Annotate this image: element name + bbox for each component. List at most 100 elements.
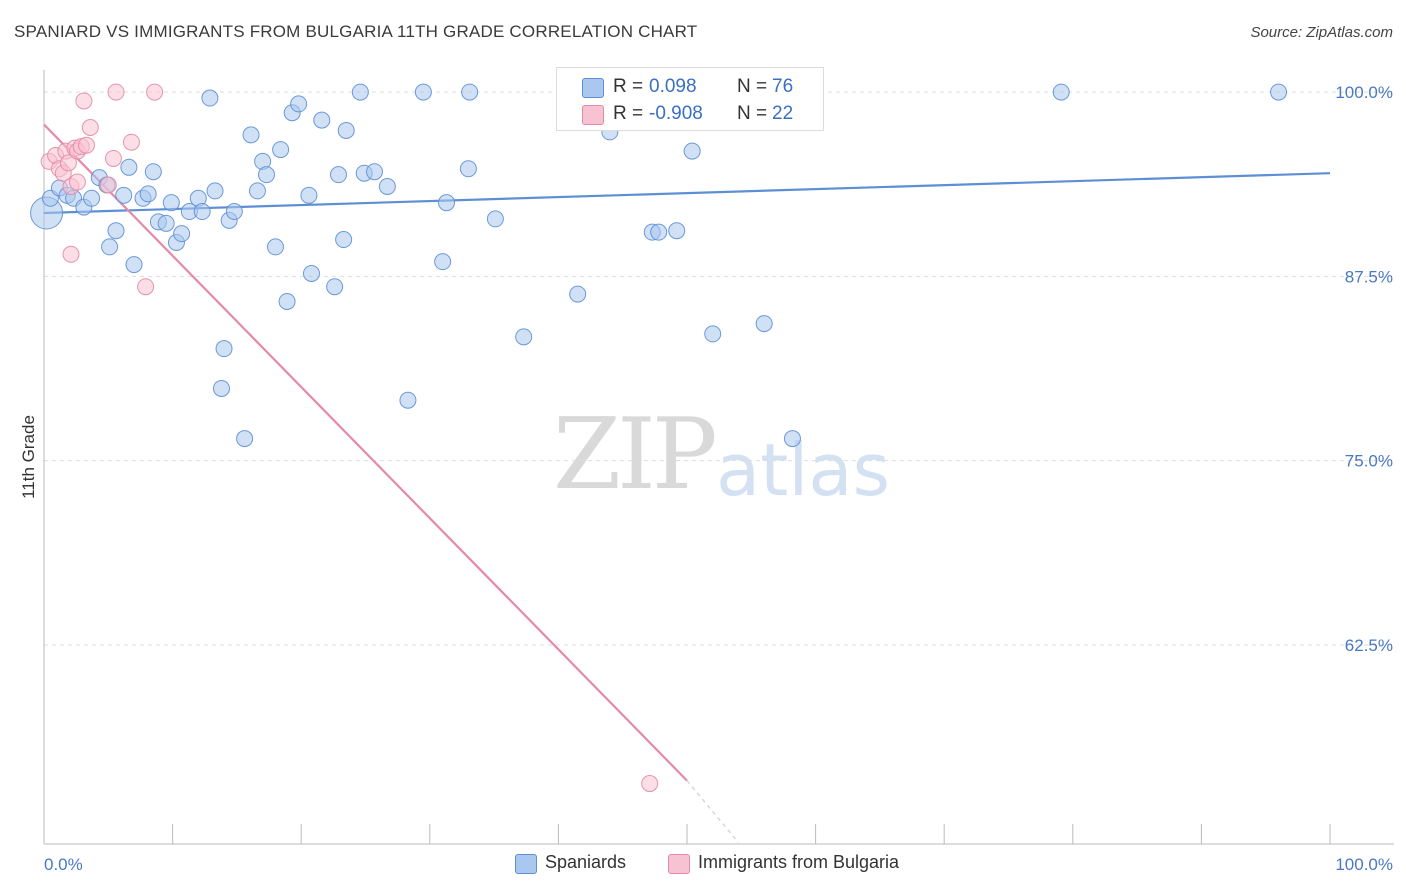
spaniard-point (459, 160, 477, 178)
spaniard-point (414, 83, 432, 101)
spaniard-point (278, 292, 296, 310)
spaniard-point (515, 328, 533, 346)
spaniard-point (266, 238, 284, 256)
r-value: -0.908 (649, 103, 703, 124)
spaniard-point (326, 278, 344, 296)
spaniard-point (157, 214, 175, 232)
bulgaria-point (137, 278, 155, 296)
spaniard-point (139, 185, 157, 203)
spaniard-point (337, 121, 355, 139)
spaniard-point (201, 89, 219, 107)
spaniard-point (206, 182, 224, 200)
bulgaria-point (104, 149, 122, 167)
legend-swatch-spaniards (582, 78, 604, 98)
spaniard-point (313, 111, 331, 129)
y-tick-label: 62.5% (1345, 636, 1393, 655)
legend-label-spaniards: Spaniards (545, 852, 627, 872)
spaniard-point (107, 222, 125, 240)
legend-label-bulgaria: Immigrants from Bulgaria (698, 852, 900, 872)
y-axis-label: 11th Grade (19, 415, 38, 499)
spaniard-point (162, 194, 180, 212)
spaniard-point (378, 177, 396, 195)
spaniard-point (125, 256, 143, 274)
spaniard-point (650, 223, 668, 241)
n-value: 76 (772, 76, 794, 97)
spaniard-point (257, 166, 275, 184)
spaniard-point (248, 182, 266, 200)
x-tick-label: 100.0% (1335, 855, 1393, 874)
legend-swatch-bulgaria (668, 854, 690, 874)
bulgaria-trend-line (43, 123, 688, 782)
spaniard-point (366, 163, 384, 181)
spaniard-point (351, 83, 369, 101)
spaniard-point (212, 379, 230, 397)
spaniard-point (302, 264, 320, 282)
spaniard-point (120, 158, 138, 176)
axis-labels: 62.5% 75.0% 87.5% 100.0% 0.0% 100.0% 11th Grad… (19, 83, 1393, 874)
trend-lines (43, 123, 1331, 844)
bulgaria-point (146, 83, 164, 101)
spaniard-point (272, 141, 290, 159)
spaniard-point (755, 315, 773, 333)
watermark-zip: ZIP (553, 398, 718, 512)
spaniard-trend-line (43, 172, 1331, 215)
axes (43, 70, 1394, 845)
chart-title: SPANIARD VS IMMIGRANTS FROM BULGARIA 11T… (14, 22, 698, 41)
n-value: 22 (772, 103, 794, 124)
spaniard-point (399, 391, 417, 409)
bulgaria-point (122, 133, 140, 151)
r-value: 0.098 (649, 76, 697, 97)
spaniard-point (335, 231, 353, 249)
bulgaria-point (68, 173, 86, 191)
spaniard-point (668, 222, 686, 240)
spaniard-point (438, 194, 456, 212)
spaniard-point (783, 430, 801, 448)
stats-legend: R = 0.098 N = 76 R = -0.908 N = 22 (556, 67, 824, 131)
spaniard-point (1270, 83, 1288, 101)
spaniard-point (569, 285, 587, 303)
spaniard-point (225, 203, 243, 221)
bulgaria-trend-extension (686, 780, 740, 844)
spaniard-point (83, 189, 101, 207)
r-label: R = (613, 76, 644, 97)
spaniard-point (704, 325, 722, 343)
spaniard-point (115, 186, 133, 204)
data-points (30, 83, 1288, 793)
bulgaria-point (81, 118, 99, 136)
y-tick-label: 87.5% (1345, 267, 1393, 286)
spaniard-point (290, 95, 308, 113)
legend-swatch-spaniards (515, 854, 537, 874)
spaniard-point (1052, 83, 1070, 101)
spaniard-point (173, 225, 191, 243)
spaniard-point (215, 340, 233, 358)
spaniard-point (329, 166, 347, 184)
legend-row-spaniards: R = 0.098 N = 76 (557, 73, 823, 101)
bulgaria-point (59, 154, 77, 172)
y-tick-label: 100.0% (1335, 83, 1393, 102)
x-tick-label: 0.0% (44, 855, 83, 874)
spaniard-point (193, 203, 211, 221)
spaniard-point (101, 238, 119, 256)
spaniard-point (461, 83, 479, 101)
watermark-atlas: atlas (716, 428, 890, 512)
n-label: N = (737, 76, 768, 97)
legend-swatch-bulgaria (582, 105, 604, 125)
bulgaria-point (62, 245, 80, 263)
bulgaria-point (99, 176, 117, 194)
bulgaria-point (641, 775, 659, 793)
r-label: R = (613, 103, 644, 124)
spaniard-point (300, 186, 318, 204)
source-label: Source: ZipAtlas.com (1250, 24, 1393, 41)
bulgaria-point (77, 136, 95, 154)
y-tick-label: 75.0% (1345, 452, 1393, 471)
bulgaria-point (107, 83, 125, 101)
legend-row-bulgaria: R = -0.908 N = 22 (557, 100, 823, 128)
spaniard-point (242, 126, 260, 144)
spaniard-point (434, 253, 452, 271)
gridlines (44, 91, 1394, 646)
spaniard-point (683, 142, 701, 160)
n-label: N = (737, 103, 768, 124)
bulgaria-point (75, 92, 93, 110)
spaniard-point (144, 163, 162, 181)
